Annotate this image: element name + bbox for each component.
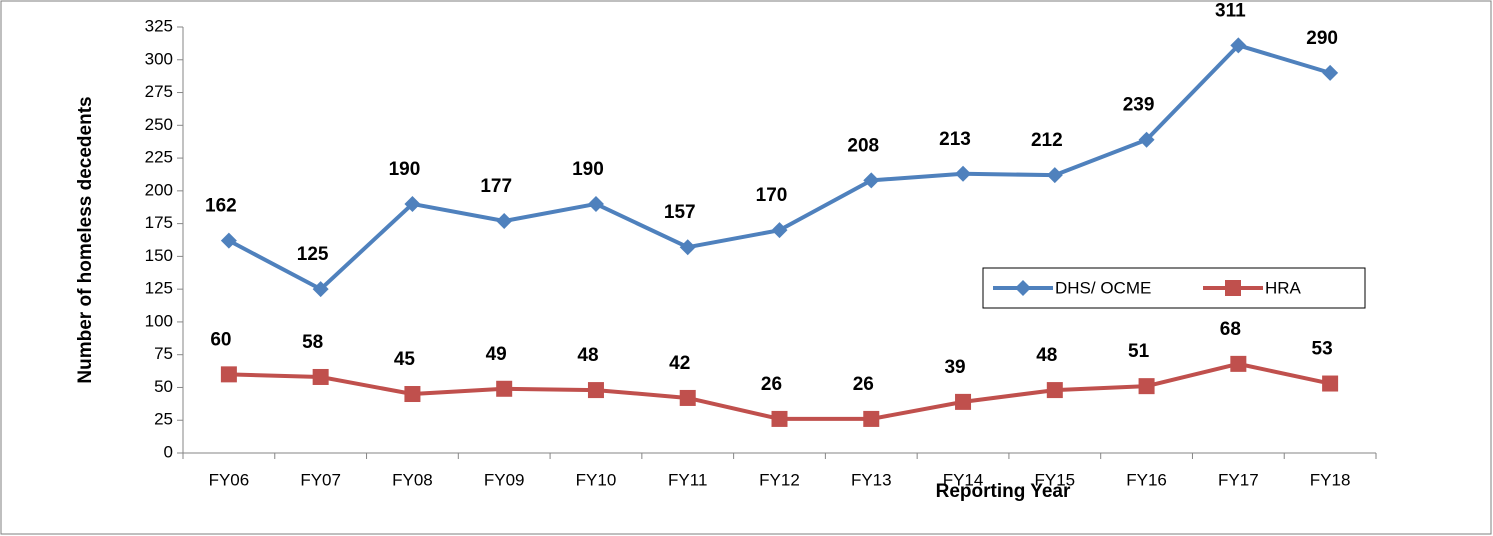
y-axis-title: Number of homeless decedents — [75, 96, 96, 383]
data-point — [863, 410, 880, 427]
data-label: 53 — [1312, 339, 1333, 360]
data-point — [863, 172, 880, 189]
y-tick-label: 50 — [154, 377, 173, 396]
data-label: 125 — [297, 244, 329, 265]
data-label: 290 — [1306, 28, 1338, 49]
x-tick-label: FY07 — [300, 470, 341, 489]
data-point — [496, 212, 513, 229]
y-tick-label: 200 — [145, 180, 173, 199]
data-point — [1230, 37, 1247, 54]
data-label: 58 — [302, 332, 323, 353]
data-label: 45 — [394, 349, 416, 370]
legend-label: HRA — [1265, 278, 1302, 297]
data-point — [955, 393, 972, 410]
x-tick-label: FY12 — [759, 470, 800, 489]
data-point — [312, 368, 329, 385]
data-label: 239 — [1123, 95, 1155, 116]
data-label: 190 — [389, 159, 421, 180]
data-point — [1322, 375, 1339, 392]
data-label: 162 — [205, 196, 237, 217]
data-label: 190 — [572, 159, 604, 180]
data-label: 157 — [664, 202, 696, 223]
y-tick-label: 175 — [145, 213, 173, 232]
y-tick-label: 325 — [145, 16, 173, 35]
y-tick-label: 300 — [145, 49, 173, 68]
data-label: 51 — [1128, 341, 1150, 362]
data-point — [587, 195, 604, 212]
data-label: 170 — [756, 185, 788, 206]
y-tick-label: 25 — [154, 410, 173, 429]
x-tick-label: FY17 — [1218, 470, 1259, 489]
data-label: 68 — [1220, 319, 1241, 340]
x-tick-label: FY06 — [209, 470, 250, 489]
data-point — [955, 165, 972, 182]
legend-marker — [1015, 280, 1031, 296]
data-point — [1046, 167, 1063, 184]
data-label: 60 — [210, 329, 231, 350]
data-label: 213 — [939, 129, 971, 150]
y-tick-label: 150 — [145, 246, 173, 265]
y-tick-label: 250 — [145, 115, 173, 134]
data-label: 177 — [480, 176, 512, 197]
y-tick-label: 125 — [145, 279, 173, 298]
data-label: 48 — [577, 345, 598, 366]
legend-marker — [1225, 280, 1241, 296]
data-point — [679, 239, 696, 256]
y-tick-label: 75 — [154, 344, 173, 363]
data-point — [220, 232, 237, 249]
data-point — [496, 380, 513, 397]
data-point — [404, 195, 421, 212]
data-point — [312, 281, 329, 298]
data-point — [220, 366, 237, 383]
data-point — [1138, 378, 1155, 395]
data-label: 311 — [1215, 0, 1246, 21]
y-tick-label: 0 — [164, 442, 173, 461]
data-point — [404, 386, 421, 403]
data-label: 26 — [853, 374, 874, 395]
y-tick-label: 275 — [145, 82, 173, 101]
data-point — [1322, 64, 1339, 81]
data-point — [771, 222, 788, 239]
x-axis-title: Reporting Year — [936, 481, 1071, 502]
data-label: 212 — [1031, 130, 1063, 151]
legend-label: DHS/ OCME — [1055, 278, 1151, 297]
data-point — [679, 389, 696, 406]
data-label: 208 — [847, 135, 879, 156]
x-tick-label: FY10 — [576, 470, 617, 489]
data-label: 49 — [486, 344, 507, 365]
data-label: 48 — [1036, 345, 1057, 366]
data-label: 39 — [944, 357, 965, 378]
x-tick-label: FY08 — [392, 470, 433, 489]
x-tick-label: FY09 — [484, 470, 525, 489]
data-label: 26 — [761, 374, 782, 395]
data-label: 42 — [669, 353, 690, 374]
x-tick-label: FY15 — [1034, 470, 1075, 489]
data-point — [1046, 382, 1063, 399]
data-point — [771, 410, 788, 427]
y-tick-label: 225 — [145, 148, 173, 167]
data-point — [587, 382, 604, 399]
x-tick-label: FY18 — [1310, 470, 1351, 489]
x-tick-label: FY16 — [1126, 470, 1167, 489]
y-tick-label: 100 — [145, 311, 173, 330]
x-tick-label: FY11 — [668, 470, 707, 489]
x-tick-label: FY13 — [851, 470, 892, 489]
x-tick-label: FY14 — [943, 470, 984, 489]
data-point — [1138, 131, 1155, 148]
data-point — [1230, 355, 1247, 372]
